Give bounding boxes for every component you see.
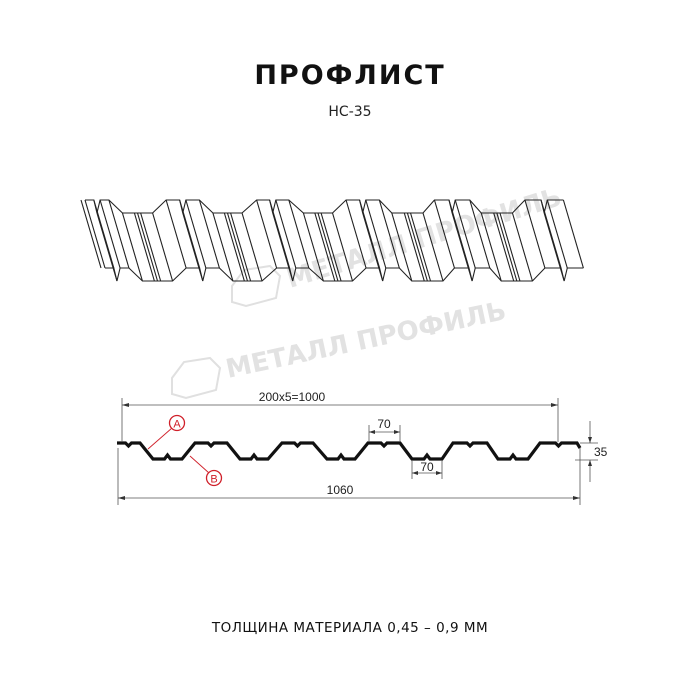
marker-b-label: B bbox=[210, 474, 217, 486]
sheet-fold-line bbox=[93, 199, 115, 269]
sheet-fold-line bbox=[469, 199, 491, 269]
sheet-fold-line bbox=[546, 199, 568, 269]
sheet-fold-line bbox=[543, 212, 565, 282]
sheet-fold-line bbox=[511, 212, 533, 282]
sheet-fold-line bbox=[223, 212, 245, 282]
sheet-side-edge bbox=[80, 199, 102, 269]
sheet-fold-line bbox=[275, 199, 297, 269]
sheet-fold-line bbox=[496, 212, 518, 282]
material-thickness: ТОЛЩИНА МАТЕРИАЛА 0,45 – 0,9 ММ bbox=[211, 620, 489, 636]
sheet-fold-line bbox=[409, 212, 432, 282]
marker-a: A bbox=[147, 414, 186, 450]
sheet-fold-line bbox=[406, 212, 428, 282]
sheet-fold-line bbox=[493, 212, 515, 282]
sheet-fold-line bbox=[99, 199, 121, 269]
total-width-label: 1060 bbox=[327, 483, 354, 497]
marker-a-label: A bbox=[173, 419, 181, 431]
sheet-fold-line bbox=[499, 212, 521, 282]
sheet-fold-line bbox=[365, 199, 387, 269]
sheet-fold-line bbox=[182, 212, 204, 282]
sheet-fold-line bbox=[302, 212, 324, 282]
sheet-fold-line bbox=[136, 212, 159, 282]
sheet-fold-line bbox=[317, 212, 339, 282]
sheet-fold-line bbox=[212, 212, 234, 282]
sheet-fold-line bbox=[524, 199, 546, 269]
sheet-fold-line bbox=[359, 199, 381, 269]
sheet-fold-line bbox=[165, 199, 187, 269]
height-label: 35 bbox=[594, 445, 608, 459]
top-width-label: 70 bbox=[377, 417, 391, 431]
sheet-fold-line bbox=[121, 212, 143, 282]
sheet-fold-line bbox=[140, 212, 162, 282]
sheet-fold-line bbox=[451, 212, 473, 282]
model-subtitle: НС-35 bbox=[328, 104, 372, 120]
sheet-fold-line bbox=[454, 199, 476, 269]
sheet-fold-line bbox=[362, 212, 384, 282]
sheet-fold-line bbox=[391, 212, 413, 282]
sheet-fold-line bbox=[448, 199, 470, 269]
dimension-lines bbox=[117, 398, 598, 505]
sheet-fold-line bbox=[96, 212, 118, 282]
sheet-fold-line bbox=[108, 199, 130, 269]
marker-b: B bbox=[189, 455, 223, 487]
sheet-fold-line bbox=[562, 199, 584, 269]
sheet-fold-line bbox=[241, 212, 263, 282]
sheet-fold-line bbox=[185, 199, 207, 269]
sheet-fold-line bbox=[378, 199, 400, 269]
dimension-arrows bbox=[118, 403, 592, 500]
sheet-fold-line bbox=[152, 212, 174, 282]
sheet-fold-line bbox=[84, 199, 106, 269]
sheet-fold-line bbox=[179, 199, 201, 269]
sheet-fold-line bbox=[320, 212, 342, 282]
sheet-fold-line bbox=[403, 212, 425, 282]
isometric-sheet-view bbox=[80, 199, 584, 282]
sheet-fold-line bbox=[269, 199, 291, 269]
pitch-label: 200x5=1000 bbox=[259, 390, 326, 404]
sheet-fold-line bbox=[288, 199, 310, 269]
sheet-fold-line bbox=[331, 212, 354, 282]
bottom-width-label: 70 bbox=[420, 460, 434, 474]
sheet-fold-line bbox=[230, 212, 252, 282]
svg-text:МЕТАЛЛ ПРОФИЛЬ: МЕТАЛЛ ПРОФИЛЬ bbox=[223, 296, 509, 385]
sheet-fold-line bbox=[272, 212, 294, 282]
sheet-fold-line bbox=[422, 212, 444, 282]
page-title: ПРОФЛИСТ bbox=[254, 60, 446, 91]
sheet-fold-line bbox=[540, 199, 562, 269]
sheet-fold-line bbox=[345, 199, 367, 269]
watermark-logo-bottom: МЕТАЛЛ ПРОФИЛЬ bbox=[171, 296, 509, 400]
sheet-fold-line bbox=[198, 199, 220, 269]
sheet-fold-line bbox=[433, 199, 455, 269]
profile-cross-section bbox=[117, 441, 582, 461]
sheet-fold-line bbox=[256, 199, 278, 269]
sheet-fold-line bbox=[314, 212, 336, 282]
sheet-fold-line bbox=[480, 212, 502, 282]
sheet-fold-line bbox=[226, 212, 249, 282]
sheet-fold-line bbox=[133, 212, 155, 282]
